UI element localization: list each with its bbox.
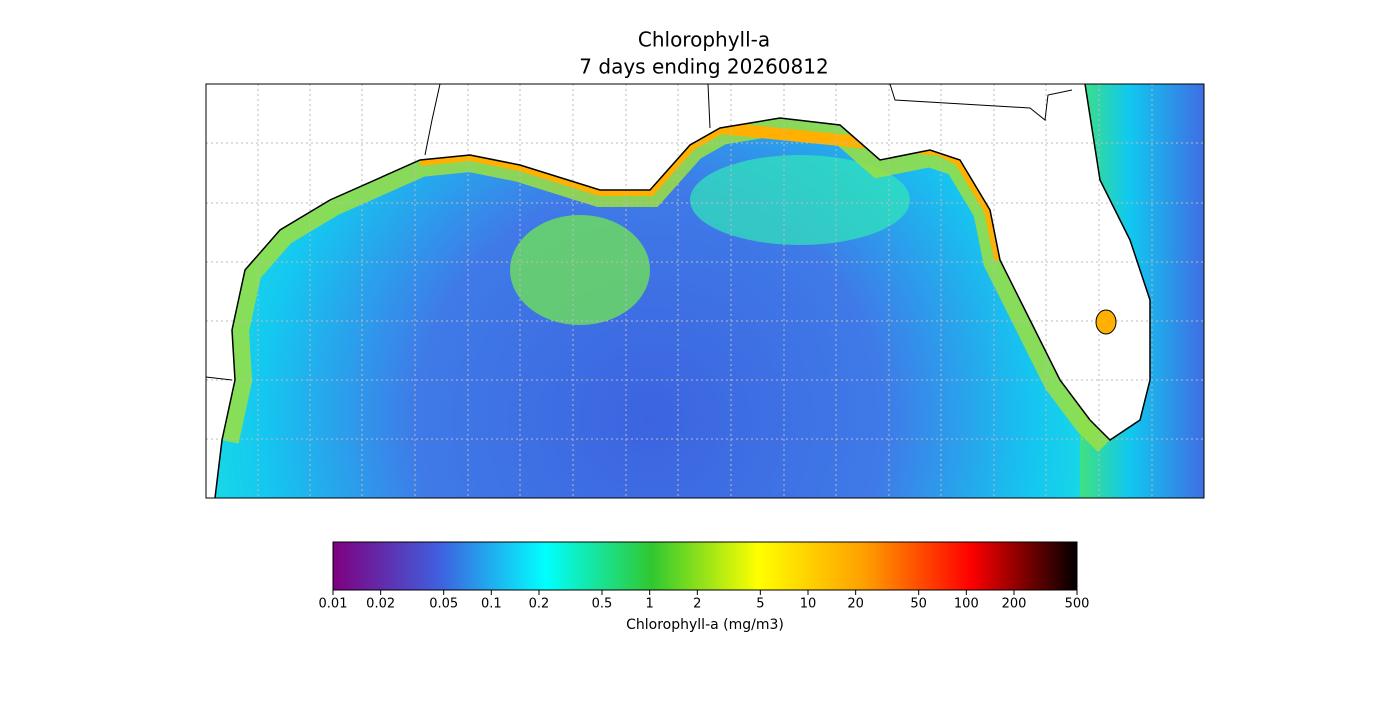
map bbox=[205, 83, 1205, 499]
colorbar: Chlorophyll-a (mg/m3) 0.01 0.02 0.05 0.1 0.2… bbox=[319, 541, 1090, 633]
map-subtitle: 7 days ending 20260812 bbox=[579, 55, 828, 79]
colorbar-tick-label: 0.05 bbox=[429, 597, 458, 612]
colorbar-tick-label: 500 bbox=[1065, 597, 1090, 612]
colorbar-tick-label: 2 bbox=[693, 597, 701, 612]
colorbar-tick-label: 0.01 bbox=[319, 597, 348, 612]
colorbar-tick-label: 0.2 bbox=[529, 597, 550, 612]
colorbar-tick-label: 1 bbox=[646, 597, 654, 612]
colorbar-tick-label: 0.02 bbox=[366, 597, 395, 612]
colorbar-tick-label: 20 bbox=[847, 597, 864, 612]
colorbar-tick-label: 100 bbox=[954, 597, 979, 612]
map-title: Chlorophyll-a bbox=[638, 28, 770, 52]
colorbar-tick-label: 0.1 bbox=[481, 597, 502, 612]
colorbar-label: Chlorophyll-a (mg/m3) bbox=[626, 617, 784, 633]
colorbar-gradient bbox=[332, 541, 1078, 591]
colorbar-tick-label: 50 bbox=[910, 597, 927, 612]
colorbar-tick-label: 0.5 bbox=[592, 597, 613, 612]
colorbar-tick-label: 10 bbox=[800, 597, 817, 612]
colorbar-tick-label: 5 bbox=[756, 597, 764, 612]
graticule bbox=[206, 84, 1204, 498]
colorbar-tick-label: 200 bbox=[1002, 597, 1027, 612]
coastline bbox=[205, 83, 1151, 499]
map-frame bbox=[205, 83, 1205, 499]
